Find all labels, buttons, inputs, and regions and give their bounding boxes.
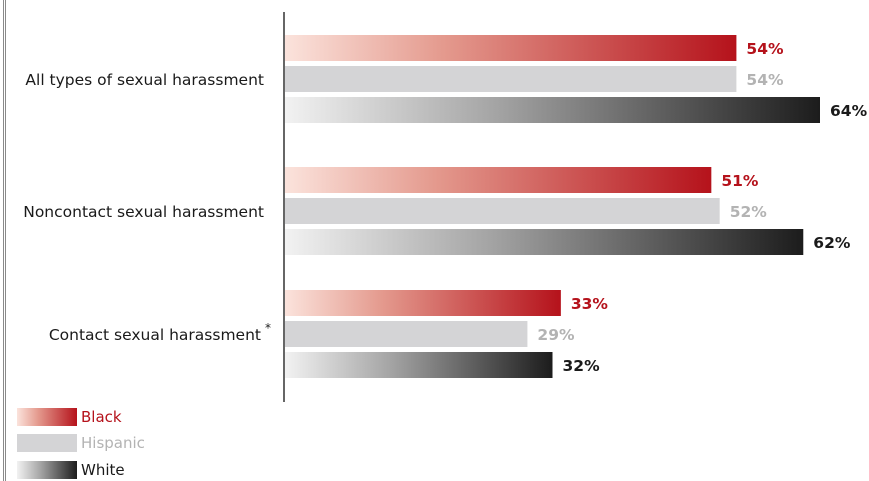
bar-white (285, 352, 553, 378)
legend-swatch-hispanic (17, 434, 77, 452)
data-label-hispanic: 52% (730, 203, 768, 221)
data-label-white: 64% (830, 102, 868, 120)
legend-item-black: Black (17, 408, 122, 426)
legend-label-hispanic: Hispanic (81, 434, 145, 452)
category-label: Noncontact sexual harassment (23, 203, 264, 221)
legend-label-black: Black (81, 408, 122, 426)
category-label: Contact sexual harassment (49, 326, 261, 344)
bar-white (285, 97, 820, 123)
legend-item-hispanic: Hispanic (17, 434, 145, 452)
legend-swatch-black (17, 408, 77, 426)
data-label-black: 51% (721, 172, 759, 190)
bar-black (285, 290, 561, 316)
category-label: All types of sexual harassment (25, 71, 264, 89)
legend-item-white: White (17, 461, 125, 479)
bar-hispanic (285, 321, 528, 347)
category-footnote-marker: * (265, 321, 271, 335)
frame-border (3, 0, 6, 481)
data-label-black: 33% (571, 295, 609, 313)
data-label-white: 32% (563, 357, 601, 375)
data-label-hispanic: 54% (746, 71, 784, 89)
bar-white (285, 229, 804, 255)
legend-swatch-white (17, 461, 77, 479)
data-label-white: 62% (813, 234, 851, 252)
legend-label-white: White (81, 461, 125, 479)
data-label-black: 54% (746, 40, 784, 58)
bar-hispanic (285, 198, 720, 224)
bar-hispanic (285, 66, 737, 92)
bar-black (285, 35, 737, 61)
data-label-hispanic: 29% (537, 326, 575, 344)
bar-black (285, 167, 712, 193)
